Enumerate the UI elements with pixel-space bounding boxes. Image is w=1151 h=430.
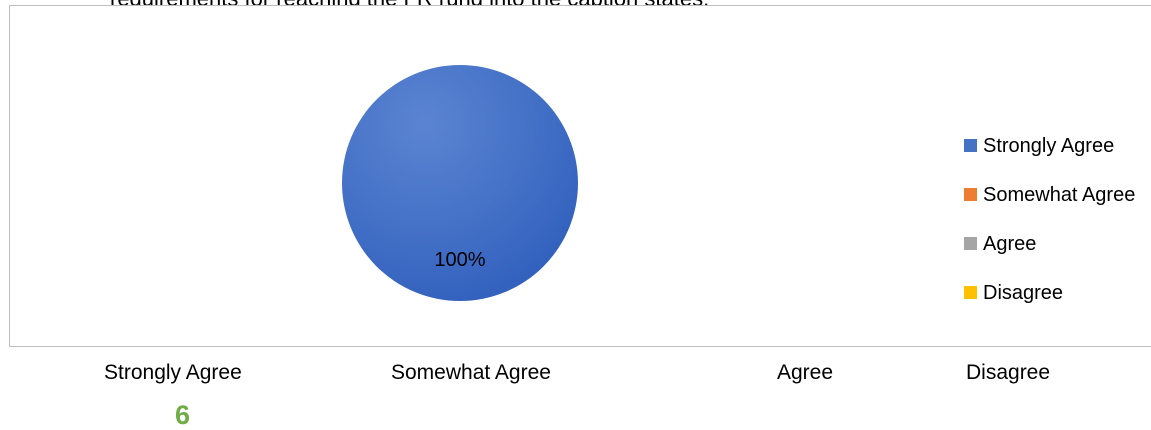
data-label-strongly-agree: 100% [434, 249, 485, 271]
strongly-agree-count: 6 [175, 400, 191, 430]
response-label-agree: Agree [777, 361, 834, 384]
legend-item-agree: Agree [964, 219, 1151, 268]
response-label-disagree: Disagree [966, 361, 1051, 384]
pie-slice-strongly-agree [342, 65, 578, 301]
response-label-strongly-agree: Strongly Agree [104, 361, 242, 384]
legend-swatch-disagree [964, 286, 977, 299]
legend-label: Disagree [983, 281, 1064, 304]
legend-label: Strongly Agree [983, 134, 1115, 157]
pie-slices [342, 65, 578, 301]
pie-chart: 100% [342, 65, 578, 301]
legend-swatch-agree [964, 237, 977, 250]
legend-swatch-somewhat-agree [964, 188, 977, 201]
chart-container: 100% Strongly Agree Somewhat Agree Agree… [9, 5, 1151, 347]
legend-swatch-strongly-agree [964, 139, 977, 152]
legend-label: Somewhat Agree [983, 183, 1136, 206]
legend-label: Agree [983, 232, 1037, 255]
legend: Strongly Agree Somewhat Agree Agree Disa… [964, 121, 1151, 317]
legend-item-strongly-agree: Strongly Agree [964, 121, 1151, 170]
response-label-somewhat-agree: Somewhat Agree [391, 361, 551, 384]
legend-item-disagree: Disagree [964, 268, 1151, 317]
legend-item-somewhat-agree: Somewhat Agree [964, 170, 1151, 219]
